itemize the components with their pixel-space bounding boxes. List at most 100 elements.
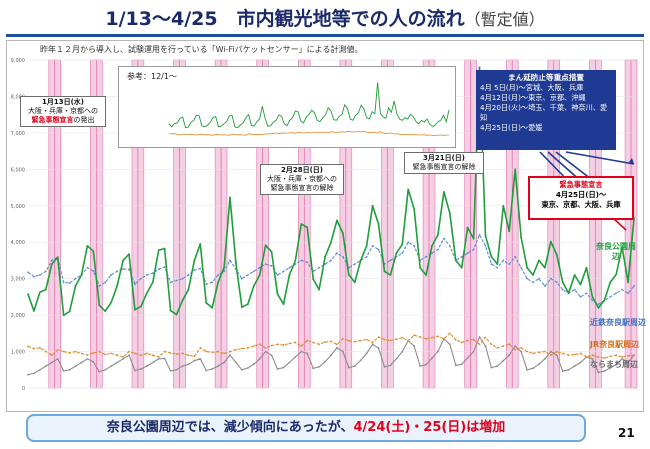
data-point-jr: [627, 355, 629, 357]
data-point-park: [543, 266, 546, 269]
data-point-park: [110, 301, 113, 304]
data-point-jr: [603, 357, 606, 360]
emergency-date: 4月25日(日)〜: [555, 190, 607, 199]
data-point-jr: [258, 343, 261, 346]
data-point-naramachi: [383, 365, 386, 368]
data-point-park: [252, 285, 255, 287]
data-point-kintetsu: [490, 263, 493, 265]
data-point-kintetsu: [609, 295, 612, 298]
callout-mar21: 3月21日(日) 緊急事態宣言の解除: [404, 152, 484, 174]
data-point-jr: [508, 343, 511, 346]
data-point-park: [532, 274, 534, 276]
data-point-naramachi: [276, 368, 279, 370]
data-point-park: [419, 266, 422, 269]
data-point-naramachi: [223, 361, 225, 364]
data-point-kintetsu: [92, 270, 95, 273]
data-point-jr: [122, 356, 124, 358]
data-point-naramachi: [448, 343, 451, 346]
page-number: 21: [618, 426, 635, 440]
data-point-jr: [306, 339, 309, 342]
data-point-kintetsu: [413, 244, 416, 247]
data-point-jr: [318, 343, 321, 346]
data-point-kintetsu: [258, 266, 261, 269]
data-point-naramachi: [193, 359, 196, 362]
emergency-areas: 東京、京都、大阪、兵庫: [541, 200, 621, 209]
inset-label: 参考：12/1〜: [127, 72, 177, 81]
data-point-naramachi: [359, 359, 362, 362]
data-point-kintetsu: [502, 259, 505, 262]
data-point-kintetsu: [591, 299, 594, 302]
data-point-naramachi: [484, 345, 487, 347]
data-point-jr: [543, 350, 546, 353]
data-point-jr: [205, 350, 208, 353]
data-point-naramachi: [573, 365, 576, 368]
data-point-jr: [145, 352, 148, 355]
data-point-kintetsu: [407, 241, 410, 244]
data-point-jr: [33, 347, 35, 350]
series-tag-jr: JR奈良駅周辺: [590, 340, 640, 349]
data-point-jr: [211, 351, 214, 354]
data-point-kintetsu: [50, 259, 53, 262]
data-point-naramachi: [466, 356, 469, 359]
data-point-park: [264, 244, 267, 247]
data-point-jr: [425, 337, 427, 340]
data-point-kintetsu: [431, 252, 433, 255]
data-point-jr: [484, 336, 487, 339]
data-point-park: [609, 281, 612, 284]
data-point-park: [240, 306, 243, 309]
data-point-naramachi: [437, 350, 439, 353]
data-point-kintetsu: [365, 255, 368, 258]
data-point-park: [181, 299, 184, 302]
data-point-park: [365, 244, 368, 247]
data-point-kintetsu: [353, 263, 356, 265]
data-point-naramachi: [294, 356, 297, 358]
data-point-jr: [62, 350, 65, 353]
data-point-park: [27, 293, 29, 296]
data-point-kintetsu: [181, 277, 184, 280]
data-point-naramachi: [134, 369, 136, 372]
summary-highlight: 4/24(土)・25(日)は増加: [353, 420, 506, 435]
data-point-naramachi: [377, 347, 380, 349]
data-point-park: [50, 263, 53, 265]
data-point-jr: [555, 350, 558, 353]
data-point-park: [246, 303, 249, 306]
data-point-park: [294, 259, 297, 262]
y-tick-label: 8,000: [11, 94, 25, 100]
data-point-park: [585, 266, 588, 269]
arrow-head: [629, 158, 634, 164]
data-point-jr: [341, 337, 344, 340]
data-point-naramachi: [205, 369, 208, 372]
data-point-jr: [336, 343, 338, 346]
data-point-jr: [163, 350, 166, 353]
data-point-kintetsu: [74, 277, 77, 280]
data-point-park: [86, 244, 89, 247]
data-point-park: [306, 226, 309, 229]
data-point-naramachi: [532, 367, 534, 370]
data-point-naramachi: [128, 354, 130, 357]
data-point-jr: [74, 350, 77, 353]
data-point-naramachi: [175, 368, 178, 371]
data-point-kintetsu: [157, 268, 160, 271]
y-tick-label: 7,000: [11, 131, 25, 137]
data-point-park: [229, 196, 231, 199]
data-point-park: [514, 168, 517, 171]
inset-sparkline: [168, 82, 450, 136]
data-point-kintetsu: [442, 237, 445, 240]
data-point-park: [122, 259, 124, 262]
data-point-kintetsu: [401, 252, 404, 255]
title-rule: [6, 34, 644, 37]
data-point-naramachi: [341, 350, 344, 353]
summary-banner: 奈良公園周辺では、減少傾向にあったが、4/24(土)・25(日)は増加: [26, 414, 586, 442]
data-point-jr: [389, 339, 392, 342]
data-point-jr: [56, 349, 59, 351]
data-point-naramachi: [496, 365, 499, 368]
y-tick-label: 3,000: [11, 277, 25, 283]
data-point-jr: [448, 332, 451, 335]
y-tick-label: 0: [22, 386, 25, 392]
data-point-jr: [44, 350, 47, 353]
data-point-kintetsu: [211, 281, 214, 284]
data-point-naramachi: [336, 347, 338, 349]
data-point-naramachi: [169, 369, 172, 372]
callout-feb28-body: 大阪・兵庫・京都への: [267, 175, 337, 183]
weekend-band: [464, 59, 471, 389]
